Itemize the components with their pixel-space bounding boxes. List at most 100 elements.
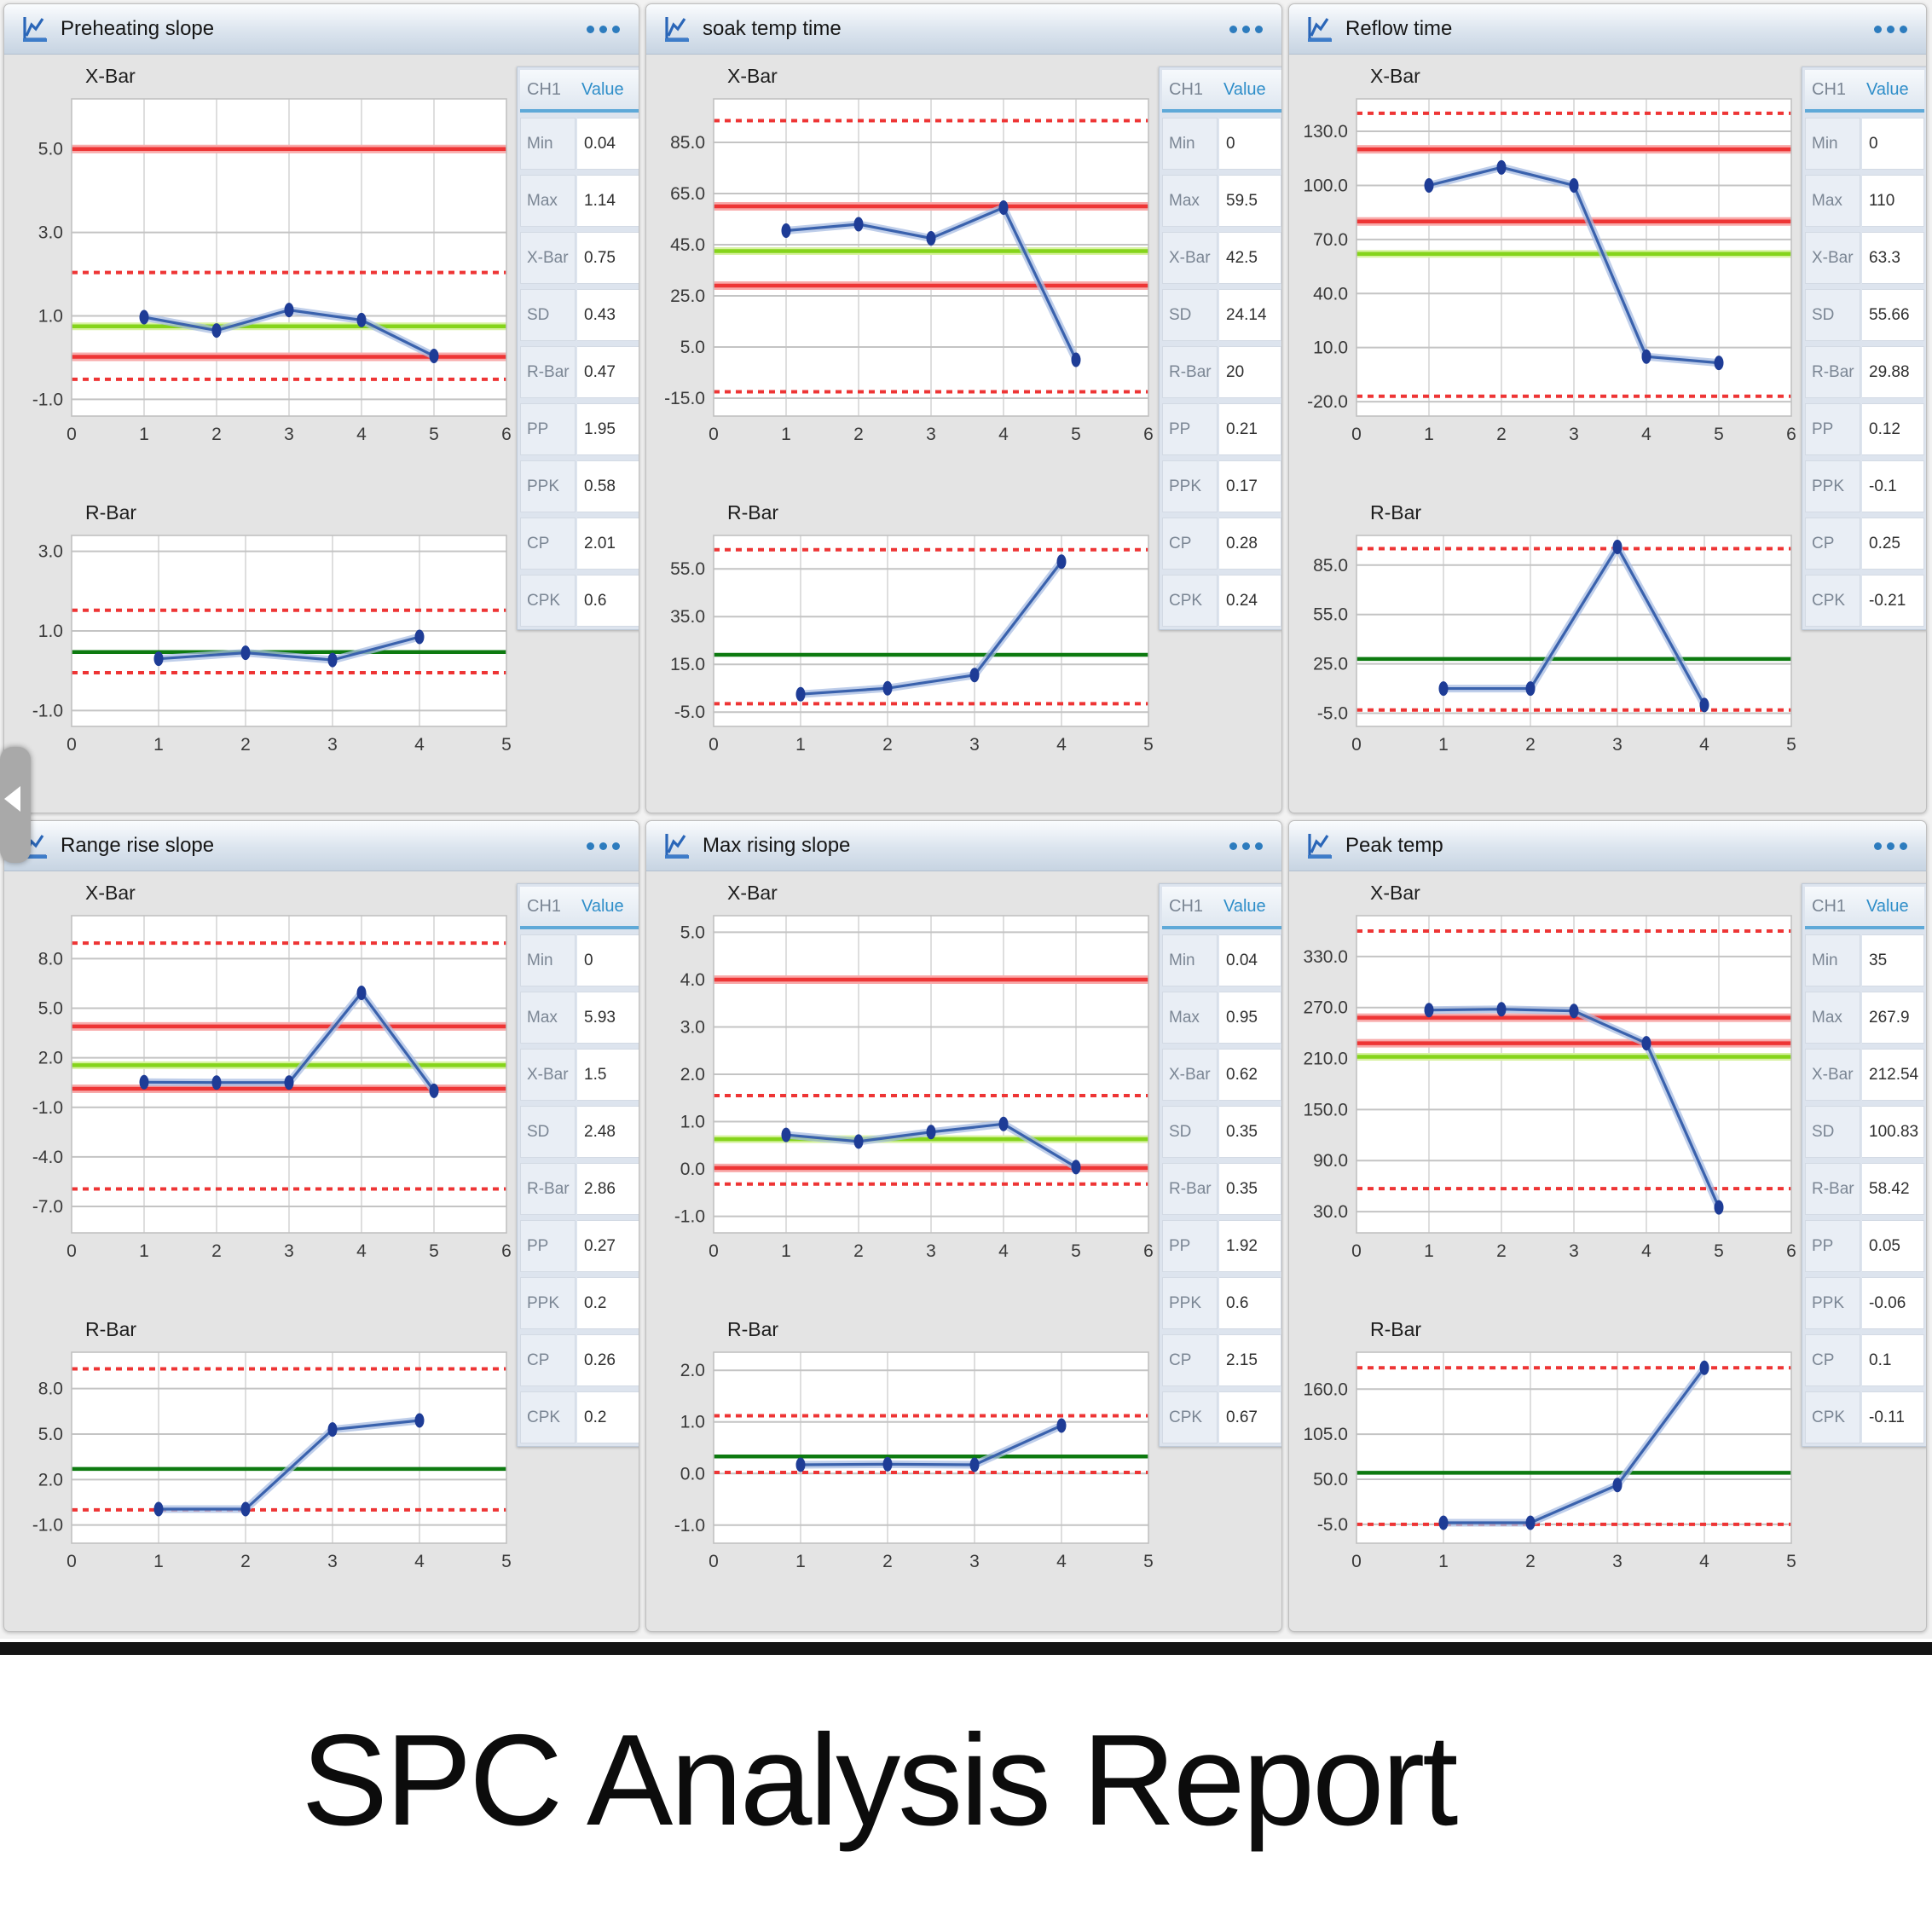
line-chart-icon (1301, 11, 1337, 47)
stat-value: 55.66 (1862, 289, 1924, 341)
svg-text:3: 3 (284, 425, 294, 444)
stat-label: R-Bar (1162, 346, 1218, 398)
panel-max-rising-slope: Max rising slope X-Bar 5.0 4.0 3.0 2.0 1.0 0.… (645, 820, 1282, 1632)
stat-label: SD (1162, 289, 1218, 341)
stats-col-ch1: CH1 (1169, 79, 1204, 99)
svg-text:2: 2 (1525, 1552, 1536, 1571)
line-chart-icon (16, 11, 52, 47)
svg-text:2: 2 (853, 425, 864, 444)
svg-text:2: 2 (853, 1241, 864, 1261)
svg-text:4: 4 (1056, 1552, 1067, 1571)
stat-value: 35 (1862, 934, 1924, 986)
svg-text:3: 3 (926, 1241, 936, 1261)
rbar-chart-title: R-Bar (1370, 1318, 1422, 1340)
xbar-chart-title: X-Bar (727, 882, 778, 904)
stats-table: CH1 Value Min 0 Max 110 X-Bar 63.3 SD 55.66 R-Ba… (1802, 67, 1926, 630)
svg-text:0: 0 (709, 735, 719, 755)
stat-row: CP 0.26 (520, 1334, 639, 1386)
svg-text:1: 1 (781, 1241, 791, 1261)
stat-label: Max (520, 992, 576, 1044)
collapse-left-icon[interactable] (0, 747, 31, 863)
stat-label: PP (520, 1220, 576, 1272)
stat-row: PPK 0.17 (1162, 460, 1281, 512)
ellipsis-menu-icon[interactable] (1874, 842, 1907, 850)
stat-row: Max 0.95 (1162, 992, 1281, 1044)
line-chart-icon (1301, 828, 1337, 864)
svg-text:55.0: 55.0 (670, 559, 705, 579)
stats-table: CH1 Value Min 0.04 Max 0.95 X-Bar 0.62 SD 0.35 R… (1159, 883, 1281, 1447)
svg-text:2: 2 (211, 1241, 222, 1261)
svg-text:35.0: 35.0 (670, 607, 705, 627)
svg-text:1: 1 (139, 1241, 149, 1261)
stats-table-header: CH1 Value (1805, 887, 1924, 929)
svg-text:30.0: 30.0 (1313, 1202, 1348, 1222)
svg-text:4.0: 4.0 (680, 970, 705, 990)
svg-text:-1.0: -1.0 (32, 390, 63, 409)
stat-row: X-Bar 0.62 (1162, 1049, 1281, 1101)
ellipsis-menu-icon[interactable] (1229, 842, 1263, 850)
stat-value: 110 (1862, 175, 1924, 227)
stat-value: 2.01 (577, 518, 639, 570)
stat-row: SD 24.14 (1162, 289, 1281, 341)
stats-col-value: Value (1223, 896, 1266, 916)
stat-value: -0.06 (1862, 1277, 1924, 1329)
stat-value: 0.35 (1219, 1163, 1281, 1215)
stat-label: SD (1162, 1106, 1218, 1158)
ellipsis-menu-icon[interactable] (1874, 25, 1907, 33)
xbar-chart: 85.0 65.0 45.0 25.0 5.0 -15.00 1 2 3 4 5 6 (664, 98, 1154, 444)
svg-text:1.0: 1.0 (680, 1113, 705, 1132)
panel-title: soak temp time (703, 17, 842, 40)
stat-value: 2.86 (577, 1163, 639, 1215)
stat-label: CP (1805, 1334, 1860, 1386)
ellipsis-menu-icon[interactable] (587, 842, 620, 850)
stat-label: R-Bar (1805, 346, 1860, 398)
svg-text:3: 3 (284, 1241, 294, 1261)
svg-text:5: 5 (1071, 1241, 1081, 1261)
panel-title: Range rise slope (61, 834, 215, 857)
panel-header: Max rising slope (646, 821, 1281, 871)
svg-text:-1.0: -1.0 (32, 1098, 63, 1118)
stat-label: Min (1162, 118, 1218, 170)
xbar-chart-title: X-Bar (1370, 882, 1420, 904)
svg-text:-1.0: -1.0 (32, 701, 63, 720)
stat-value: 100.83 (1862, 1106, 1924, 1158)
stat-label: PPK (1805, 460, 1860, 512)
stat-label: R-Bar (520, 346, 576, 398)
xbar-chart: 5.0 3.0 1.0 -1.00 1 2 3 4 5 6 (32, 98, 512, 444)
svg-text:4: 4 (1056, 735, 1067, 755)
panel-soak-temp-time: soak temp time X-Bar 85.0 65.0 45.0 25.0 5.0… (645, 3, 1282, 813)
svg-text:5: 5 (501, 1552, 512, 1571)
svg-text:105.0: 105.0 (1304, 1425, 1348, 1444)
svg-text:1: 1 (795, 735, 806, 755)
ellipsis-menu-icon[interactable] (587, 25, 620, 33)
stat-value: -0.21 (1862, 575, 1924, 627)
stats-col-value: Value (1866, 896, 1909, 916)
svg-text:1.0: 1.0 (38, 307, 63, 327)
svg-text:5.0: 5.0 (38, 1425, 63, 1444)
stat-row: CP 0.25 (1805, 518, 1924, 570)
stat-label: CPK (1805, 1391, 1860, 1443)
ellipsis-menu-icon[interactable] (1229, 25, 1263, 33)
stat-value: 0 (577, 934, 639, 986)
stats-col-ch1: CH1 (1812, 896, 1847, 916)
stats-rows: Min 35 Max 267.9 X-Bar 212.54 SD 100.83 R-Bar 58.… (1805, 934, 1924, 1443)
stats-table-header: CH1 Value (520, 887, 639, 929)
stat-value: 212.54 (1862, 1049, 1924, 1101)
stat-label: CPK (1162, 1391, 1218, 1443)
svg-text:1: 1 (153, 735, 164, 755)
stats-rows: Min 0 Max 110 X-Bar 63.3 SD 55.66 R-Bar 29.88 PP 0.… (1805, 118, 1924, 627)
svg-text:0.0: 0.0 (680, 1464, 705, 1484)
svg-text:55.0: 55.0 (1313, 605, 1348, 625)
svg-text:270.0: 270.0 (1304, 998, 1348, 1018)
stat-row: CPK 0.6 (520, 575, 639, 627)
svg-text:5.0: 5.0 (38, 999, 63, 1019)
svg-text:50.0: 50.0 (1313, 1470, 1348, 1489)
stat-value: 58.42 (1862, 1163, 1924, 1215)
panel-title: Max rising slope (703, 834, 851, 857)
stat-value: 1.14 (577, 175, 639, 227)
stat-label: PP (1162, 403, 1218, 455)
xbar-chart-title: X-Bar (85, 65, 136, 87)
svg-text:2: 2 (1525, 735, 1536, 755)
svg-text:5.0: 5.0 (680, 923, 705, 942)
panel-preheating-slope: Preheating slope X-Bar 5.0 3.0 1.0 -1.0 0 1 2 3… (3, 3, 639, 813)
